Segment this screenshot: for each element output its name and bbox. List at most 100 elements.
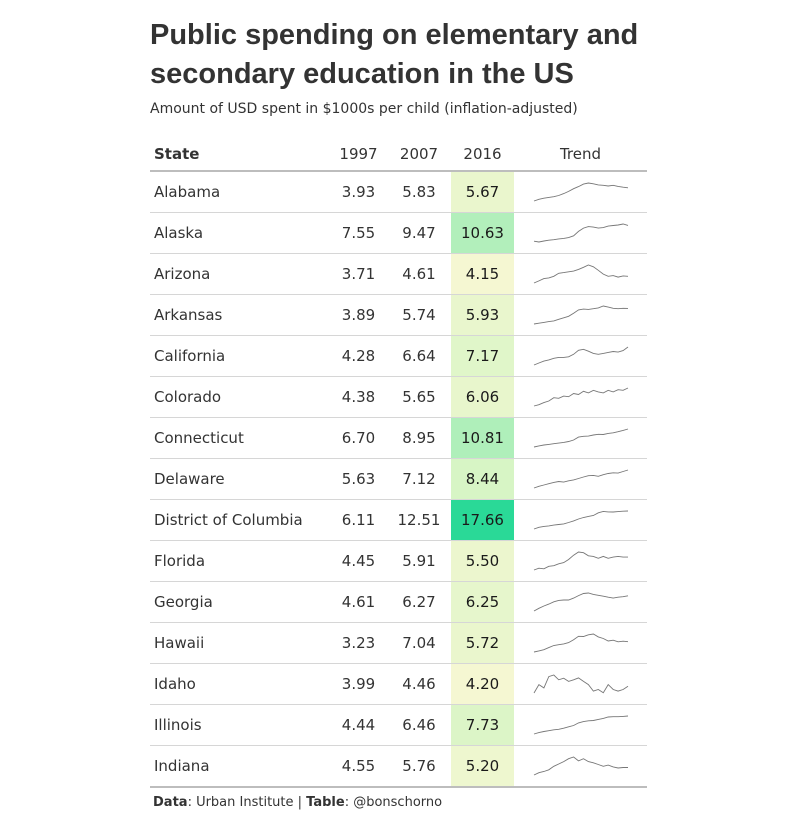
header-2007: 2007 xyxy=(387,138,451,172)
state-cell: Idaho xyxy=(150,663,330,705)
sparkline-line xyxy=(533,346,628,366)
state-cell: Alabama xyxy=(150,171,330,213)
table-row: Hawaii 3.23 7.04 5.72 xyxy=(150,622,647,664)
state-cell: California xyxy=(150,335,330,377)
sparkline-line xyxy=(533,510,628,530)
value-2007-cell: 5.91 xyxy=(387,540,451,582)
value-2016-cell: 10.63 xyxy=(451,212,514,254)
sparkline xyxy=(533,182,628,202)
value-1997-cell: 5.63 xyxy=(330,458,387,500)
sparkline-line xyxy=(533,674,628,694)
state-cell: Delaware xyxy=(150,458,330,500)
value-2007-cell: 7.12 xyxy=(387,458,451,500)
trend-cell xyxy=(514,253,647,295)
sparkline-line xyxy=(533,264,628,284)
value-1997-cell: 3.89 xyxy=(330,294,387,336)
sparkline-line xyxy=(533,551,628,571)
value-1997-cell: 4.38 xyxy=(330,376,387,418)
value-2016-cell: 5.67 xyxy=(451,171,514,213)
table-row: Connecticut 6.70 8.95 10.81 xyxy=(150,417,647,459)
state-cell: Colorado xyxy=(150,376,330,418)
value-2016-cell: 8.44 xyxy=(451,458,514,500)
table-row: Idaho 3.99 4.46 4.20 xyxy=(150,663,647,705)
value-2016-cell: 5.20 xyxy=(451,745,514,788)
data-table: State 1997 2007 2016 Trend Alabama 3.93 5.… xyxy=(150,138,647,788)
caption-table-author: : @bonschorno xyxy=(344,795,443,810)
table-row: Arkansas 3.89 5.74 5.93 xyxy=(150,294,647,336)
state-cell: Hawaii xyxy=(150,622,330,664)
caption-table-label: Table xyxy=(306,795,345,810)
sparkline-line xyxy=(533,305,628,325)
header-state: State xyxy=(150,138,330,172)
table-row: District of Columbia 6.11 12.51 17.66 xyxy=(150,499,647,541)
caption-data-label: Data xyxy=(153,795,188,810)
trend-cell xyxy=(514,376,647,418)
value-1997-cell: 6.11 xyxy=(330,499,387,541)
table-body: Alabama 3.93 5.83 5.67 Alaska 7.55 9.47 10.63 Ar… xyxy=(150,171,647,788)
table-row: Delaware 5.63 7.12 8.44 xyxy=(150,458,647,500)
trend-cell xyxy=(514,417,647,459)
sparkline xyxy=(533,551,628,571)
value-2016-cell: 5.50 xyxy=(451,540,514,582)
trend-cell xyxy=(514,663,647,705)
sparkline-line xyxy=(533,592,628,612)
chart-container: Public spending on elementary and second… xyxy=(150,16,647,788)
header-row: State 1997 2007 2016 Trend xyxy=(150,138,647,172)
state-cell: Georgia xyxy=(150,581,330,623)
trend-cell xyxy=(514,294,647,336)
trend-cell xyxy=(514,581,647,623)
sparkline-line xyxy=(533,387,628,407)
table-row: Georgia 4.61 6.27 6.25 xyxy=(150,581,647,623)
state-cell: Illinois xyxy=(150,704,330,746)
value-1997-cell: 3.93 xyxy=(330,171,387,213)
sparkline-line xyxy=(533,428,628,448)
trend-cell xyxy=(514,540,647,582)
header-1997: 1997 xyxy=(330,138,387,172)
state-cell: Alaska xyxy=(150,212,330,254)
value-2007-cell: 7.04 xyxy=(387,622,451,664)
value-2016-cell: 5.93 xyxy=(451,294,514,336)
value-1997-cell: 3.99 xyxy=(330,663,387,705)
title-line-1: Public spending on elementary and xyxy=(150,19,639,51)
sparkline-line xyxy=(533,756,628,776)
value-1997-cell: 3.71 xyxy=(330,253,387,295)
sparkline xyxy=(533,223,628,243)
value-2007-cell: 6.27 xyxy=(387,581,451,623)
caption-data-source: : Urban Institute | xyxy=(187,795,307,810)
title-line-2: secondary education in the US xyxy=(150,58,574,90)
value-2016-cell: 4.20 xyxy=(451,663,514,705)
sparkline xyxy=(533,592,628,612)
value-2016-cell: 4.15 xyxy=(451,253,514,295)
value-2007-cell: 5.76 xyxy=(387,745,451,788)
sparkline xyxy=(533,715,628,735)
sparkline xyxy=(533,469,628,489)
sparkline xyxy=(533,264,628,284)
table-row: Illinois 4.44 6.46 7.73 xyxy=(150,704,647,746)
chart-subtitle: Amount of USD spent in $1000s per child … xyxy=(150,101,578,117)
trend-cell xyxy=(514,745,647,788)
value-1997-cell: 4.28 xyxy=(330,335,387,377)
value-2007-cell: 4.46 xyxy=(387,663,451,705)
header-trend: Trend xyxy=(514,138,647,172)
trend-cell xyxy=(514,212,647,254)
value-1997-cell: 4.44 xyxy=(330,704,387,746)
state-cell: Arkansas xyxy=(150,294,330,336)
sparkline-line xyxy=(533,633,628,653)
sparkline-line xyxy=(533,715,628,735)
value-2016-cell: 6.25 xyxy=(451,581,514,623)
trend-cell xyxy=(514,335,647,377)
value-1997-cell: 6.70 xyxy=(330,417,387,459)
header-2016: 2016 xyxy=(451,138,514,172)
state-cell: Indiana xyxy=(150,745,330,788)
value-1997-cell: 4.45 xyxy=(330,540,387,582)
value-2007-cell: 8.95 xyxy=(387,417,451,459)
value-2007-cell: 5.83 xyxy=(387,171,451,213)
caption: Data: Urban Institute | Table: @bonschor… xyxy=(153,795,442,810)
value-2007-cell: 12.51 xyxy=(387,499,451,541)
sparkline xyxy=(533,633,628,653)
value-1997-cell: 4.61 xyxy=(330,581,387,623)
value-2016-cell: 6.06 xyxy=(451,376,514,418)
sparkline-line xyxy=(533,223,628,243)
sparkline xyxy=(533,346,628,366)
state-cell: Florida xyxy=(150,540,330,582)
